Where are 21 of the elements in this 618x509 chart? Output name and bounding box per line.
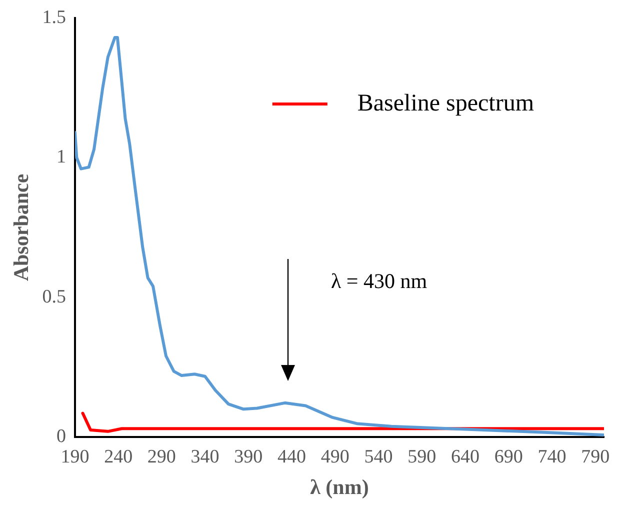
x-tick-label: 540 [364, 446, 393, 468]
legend-label: Baseline spectrum [357, 90, 534, 116]
x-tick-label: 440 [278, 446, 306, 468]
x-axis-title: λ (nm) [310, 474, 369, 499]
x-tick-label: 240 [104, 446, 133, 468]
x-tick-label: 290 [147, 446, 176, 468]
y-tick-label: 1.5 [42, 6, 66, 28]
x-tick-label: 740 [538, 446, 566, 468]
y-tick-label: 0 [56, 426, 66, 447]
x-tick-label: 490 [320, 446, 350, 468]
annotation: λ = 430 nm [331, 269, 428, 294]
x-tick-label: 790 [581, 446, 610, 468]
x-tick-label: 340 [190, 446, 220, 468]
x-tick-label: 690 [494, 446, 523, 468]
x-tick-label: 590 [408, 446, 436, 468]
x-tick-label: 390 [234, 446, 263, 468]
y-tick-label: 0.5 [42, 286, 66, 308]
x-tick-label: 640 [450, 446, 480, 468]
y-tick-label: 1 [56, 146, 66, 168]
y-axis-title: Absorbance [9, 174, 34, 282]
x-tick-label: 190 [60, 446, 90, 468]
